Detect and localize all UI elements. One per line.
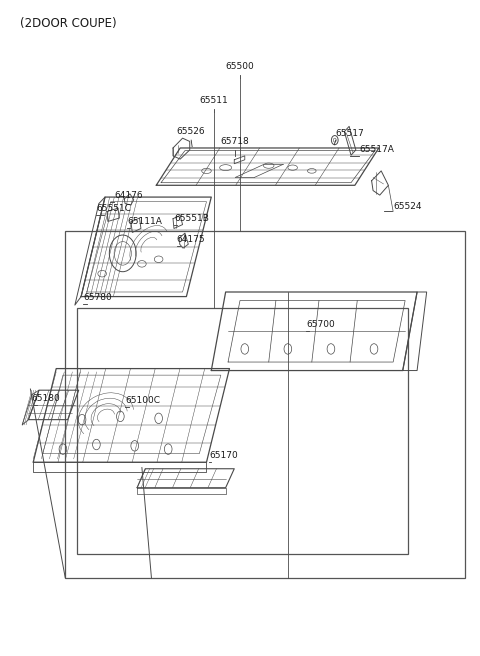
Text: 64175: 64175 bbox=[177, 236, 205, 244]
Text: 65500: 65500 bbox=[226, 62, 254, 72]
Text: 65718: 65718 bbox=[221, 137, 250, 146]
Text: 65780: 65780 bbox=[83, 293, 112, 302]
Text: 65170: 65170 bbox=[209, 451, 238, 461]
Bar bbox=[77, 308, 408, 554]
Text: 65526: 65526 bbox=[177, 127, 205, 136]
Text: 65551B: 65551B bbox=[174, 214, 209, 222]
Text: 65180: 65180 bbox=[32, 394, 60, 403]
Text: 65517: 65517 bbox=[336, 129, 364, 138]
Text: 64176: 64176 bbox=[115, 192, 143, 200]
Text: 65517A: 65517A bbox=[360, 145, 395, 154]
Text: 65524: 65524 bbox=[393, 203, 421, 211]
Text: 65511: 65511 bbox=[199, 96, 228, 106]
Text: 65551C: 65551C bbox=[96, 204, 132, 213]
Text: 65100C: 65100C bbox=[125, 396, 160, 405]
Text: 65111A: 65111A bbox=[127, 217, 162, 226]
Text: (2DOOR COUPE): (2DOOR COUPE) bbox=[20, 17, 117, 30]
Bar bbox=[65, 231, 465, 578]
Text: 65700: 65700 bbox=[306, 320, 335, 329]
